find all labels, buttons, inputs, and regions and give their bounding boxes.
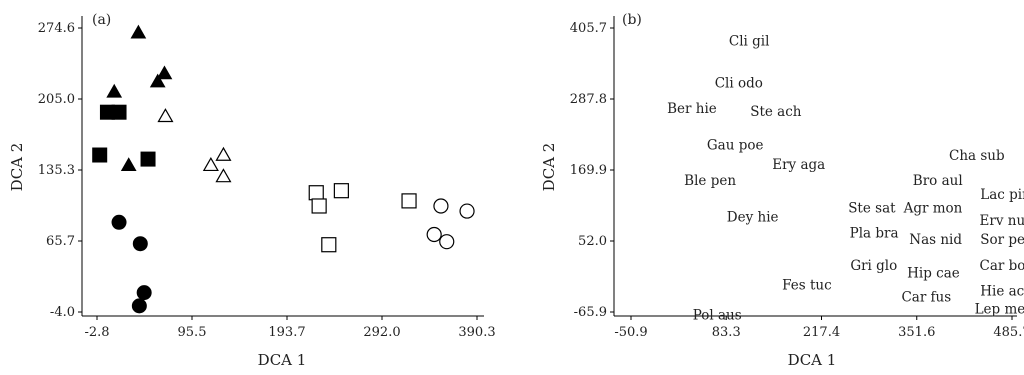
x-tick-label: -50.9: [614, 325, 647, 340]
species-label: Hie ach: [980, 283, 1024, 299]
x-tick-label: 351.6: [898, 325, 935, 340]
species-label: Ery aga: [772, 157, 825, 173]
y-tick-label: 274.6: [38, 21, 75, 36]
filled-circle-marker: [136, 285, 152, 301]
panel-b-y-axis-label: DCA 2: [540, 143, 558, 192]
species-label: Hip cae: [907, 265, 960, 281]
panel-b-ticks: -50.9 83.3 217.4 351.6 485.7 -65.9 52.0 169.9 28…: [570, 21, 1024, 340]
panel-a-x-axis-label: DCA 1: [258, 351, 307, 369]
species-label: Bro aul: [913, 173, 963, 189]
species-label: Pla bra: [850, 226, 899, 242]
x-tick-label: 292.0: [363, 325, 400, 340]
y-tick-label: 52.0: [578, 234, 607, 249]
filled-circle-marker: [111, 214, 127, 230]
species-label: Agr mon: [903, 200, 963, 216]
y-tick-label: -4.0: [50, 305, 75, 320]
filled-triangle-marker: [130, 24, 147, 39]
panel-a-markers: [92, 24, 475, 314]
species-label: Gau poe: [707, 138, 764, 154]
species-label: Ste sat: [848, 200, 896, 216]
species-label: Lep mey: [975, 301, 1024, 317]
panel-b-species-labels: Cli gil Cli odo Ber hie Ste ach Gau poe Ery a…: [667, 33, 1024, 323]
species-label: Ber hie: [667, 101, 717, 117]
species-label: Ble pen: [684, 173, 736, 189]
y-tick-label: 135.3: [38, 163, 75, 178]
filled-triangle-marker: [106, 83, 123, 98]
panel-a-label: (a): [92, 12, 111, 28]
filled-circle-marker: [131, 298, 147, 314]
open-triangle-marker: [202, 156, 219, 172]
species-label: Ste ach: [750, 104, 802, 120]
species-label: Gri glo: [850, 258, 897, 274]
x-tick-label: 83.3: [712, 325, 741, 340]
filled-circle-marker: [132, 236, 148, 252]
species-label: Cha sub: [949, 148, 1005, 164]
filled-square-marker: [140, 151, 156, 167]
species-label: Lac pin: [980, 187, 1024, 203]
species-label: Pol aus: [693, 307, 742, 323]
open-circle-marker: [433, 198, 449, 214]
filled-triangle-marker: [149, 73, 166, 88]
open-square-marker: [311, 198, 327, 214]
x-tick-label: -2.8: [84, 325, 109, 340]
y-tick-label: 169.9: [570, 163, 607, 178]
open-square-marker: [333, 183, 349, 199]
species-label: Cli gil: [729, 33, 770, 49]
x-tick-label: 390.3: [458, 325, 495, 340]
open-triangle-marker: [157, 108, 174, 123]
x-tick-label: 95.5: [178, 325, 207, 340]
species-label: Fes tuc: [782, 277, 832, 293]
open-circle-marker: [426, 226, 442, 243]
species-label: Sor pel: [980, 232, 1024, 248]
species-label: Nas nid: [909, 232, 962, 248]
filled-square-marker: [92, 147, 108, 163]
filled-triangle-marker: [156, 65, 173, 80]
panel-b-x-axis-label: DCA 1: [788, 351, 837, 369]
open-triangle-marker: [215, 146, 232, 161]
y-tick-label: 405.7: [570, 21, 607, 36]
species-label: Car bon: [980, 258, 1024, 274]
x-tick-label: 217.4: [803, 325, 840, 340]
panel-a-y-axis-label: DCA 2: [8, 143, 26, 192]
open-square-marker: [321, 237, 337, 253]
y-tick-label: -65.9: [574, 305, 607, 320]
y-tick-label: 65.7: [46, 234, 75, 249]
filled-triangle-marker: [120, 157, 137, 171]
filled-square-marker: [111, 104, 127, 120]
x-tick-label: 193.7: [268, 325, 305, 340]
panel-b-label: (b): [622, 12, 642, 28]
open-square-marker: [401, 193, 417, 209]
x-tick-label: 485.7: [993, 325, 1024, 340]
panel-a-ticks: -2.8 95.5 193.7 292.0 390.3 -4.0 65.7 135.3 205.…: [38, 21, 496, 340]
species-label: Dey hie: [727, 209, 779, 225]
open-square-marker: [308, 185, 324, 201]
panel-a-plot: (a) DCA 1 DCA 2 -2.8 95.5 193.7 292.0 390.3-…: [8, 12, 496, 369]
species-label: Car fus: [901, 289, 951, 305]
panel-b-plot: (b) DCA 1 DCA 2 -50.9 83.3 217.4 351.6 485.7…: [540, 12, 1024, 369]
y-tick-label: 287.8: [570, 92, 607, 107]
open-circle-marker: [459, 203, 475, 219]
species-label: Erv nud: [980, 213, 1024, 229]
open-triangle-marker: [215, 168, 232, 183]
species-label: Cli odo: [715, 76, 763, 92]
y-tick-label: 205.0: [38, 92, 75, 107]
open-circle-marker: [439, 234, 455, 250]
